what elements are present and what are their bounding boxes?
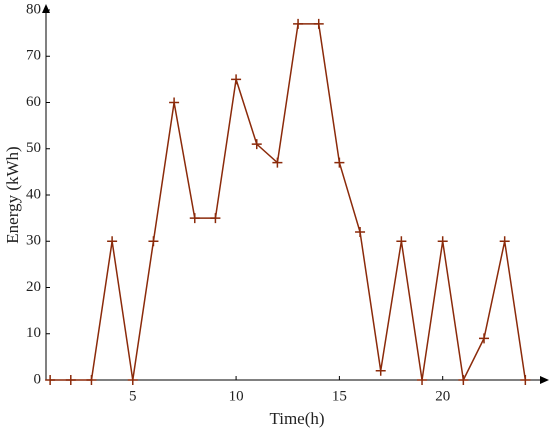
marker — [458, 375, 469, 385]
marker — [293, 18, 304, 29]
x-tick-label: 15 — [332, 388, 347, 404]
marker — [499, 236, 510, 247]
marker — [437, 236, 448, 247]
y-tick-label: 60 — [26, 94, 41, 110]
y-axis-label: Energy (kWh) — [3, 146, 22, 243]
marker — [520, 375, 531, 385]
marker — [396, 236, 407, 247]
line — [50, 23, 527, 383]
y-tick-label: 70 — [26, 48, 41, 64]
y-tick-label: 40 — [26, 186, 41, 202]
x-tick-label: 20 — [435, 388, 450, 404]
marker — [417, 375, 428, 385]
x-tick-label: 5 — [129, 388, 137, 404]
x-tick-label: 10 — [229, 388, 244, 404]
y-tick-label: 0 — [34, 371, 42, 387]
y-tick-label: 20 — [26, 279, 41, 295]
marker — [65, 375, 76, 385]
y-tick-label: 80 — [26, 1, 41, 17]
marker — [334, 157, 345, 168]
x-axis-arrow — [540, 376, 549, 384]
marker — [210, 213, 221, 224]
marker — [313, 18, 324, 29]
marker — [45, 375, 56, 385]
y-axis-arrow — [42, 4, 50, 13]
marker — [86, 375, 97, 385]
marker — [355, 227, 366, 237]
marker — [479, 333, 490, 344]
marker — [251, 139, 262, 150]
y-tick-label: 10 — [26, 325, 41, 341]
x-axis-label: Time(h) — [269, 409, 324, 428]
marker — [169, 97, 180, 108]
y-tick-label: 30 — [26, 233, 41, 249]
marker — [127, 375, 138, 385]
marker — [272, 157, 283, 168]
marker — [107, 236, 118, 247]
marker — [148, 236, 159, 247]
marker — [189, 213, 200, 224]
y-tick-label: 50 — [26, 140, 41, 156]
marker — [231, 74, 242, 85]
marker — [375, 365, 386, 376]
